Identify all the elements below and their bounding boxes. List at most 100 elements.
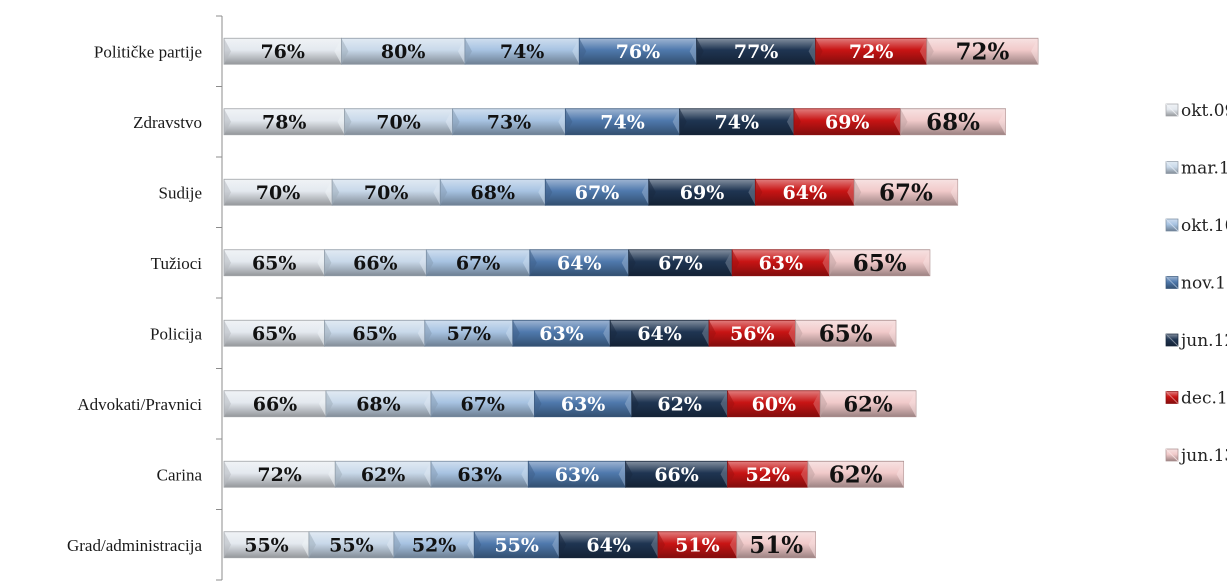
data-label: 57% <box>447 323 492 345</box>
bar-segment <box>807 460 905 488</box>
bar-segment <box>544 178 650 206</box>
bar-segment <box>430 460 529 488</box>
data-label: 68% <box>471 182 516 204</box>
data-label: 63% <box>561 394 606 416</box>
data-label: 65% <box>352 323 397 345</box>
data-label: 65% <box>252 253 297 275</box>
data-label: 76% <box>260 41 305 63</box>
data-label: 65% <box>819 321 873 348</box>
bar-segment <box>926 37 1039 65</box>
legend: okt.09 mar.10 okt.10 nov.11 jun.12 dec.12 jun.… <box>1165 101 1227 466</box>
bar-segment <box>625 460 728 488</box>
bar-segment <box>900 108 1006 136</box>
data-label: 51% <box>749 532 803 559</box>
bar-segment <box>534 390 633 418</box>
bar-segment <box>223 108 345 136</box>
data-label: 69% <box>825 112 870 134</box>
bar-segment <box>815 37 928 65</box>
bar-segment <box>819 390 917 418</box>
data-label: 74% <box>600 112 645 134</box>
bar-segment <box>393 531 475 559</box>
bar-segment <box>223 531 310 559</box>
bar-segment <box>558 531 659 559</box>
bar-segment <box>223 319 325 347</box>
legend-label: okt.10 <box>1181 216 1227 236</box>
data-label: 67% <box>575 182 620 204</box>
data-label: 64% <box>557 253 602 275</box>
bar-segment <box>331 178 441 206</box>
bar-segment <box>708 319 796 347</box>
bar-segment <box>795 319 897 347</box>
data-label: 66% <box>253 394 298 416</box>
bar-segment <box>527 460 626 488</box>
bar-segment <box>223 460 336 488</box>
data-label: 55% <box>494 535 539 557</box>
data-label: 78% <box>262 112 307 134</box>
bar-segment <box>344 108 453 136</box>
bar-segment <box>793 108 901 136</box>
bar-segment <box>754 178 855 206</box>
data-label: 52% <box>745 464 790 486</box>
bar-segment <box>731 249 830 277</box>
bar-segment <box>464 37 580 65</box>
bar-segment <box>578 37 698 65</box>
data-label: 62% <box>657 394 702 416</box>
data-label: 63% <box>555 464 600 486</box>
bar-segment <box>648 178 756 206</box>
bar-segment <box>439 178 546 206</box>
data-label: 74% <box>500 41 545 63</box>
data-label: 77% <box>734 41 779 63</box>
category-label: Tužioci <box>151 254 203 273</box>
data-label: 64% <box>637 323 682 345</box>
data-label: 74% <box>715 112 760 134</box>
bar-segment <box>223 178 333 206</box>
data-label: 80% <box>381 41 426 63</box>
bar-segment <box>853 178 959 206</box>
data-label: 63% <box>457 464 502 486</box>
bar-segment <box>512 319 611 347</box>
bar-segment <box>452 108 566 136</box>
bar-segment <box>323 249 427 277</box>
data-label: 66% <box>654 464 699 486</box>
data-label: 66% <box>353 253 398 275</box>
bar-segment <box>679 108 795 136</box>
data-label: 67% <box>456 253 501 275</box>
bar-segment <box>340 37 466 65</box>
data-label: 65% <box>252 323 297 345</box>
data-label: 67% <box>460 394 505 416</box>
legend-item: nov.11 <box>1165 274 1227 294</box>
bar-segment <box>424 319 514 347</box>
legend-label: nov.11 <box>1181 274 1227 294</box>
data-label: 72% <box>257 464 302 486</box>
data-label: 68% <box>926 109 980 136</box>
data-label: 70% <box>256 182 301 204</box>
legend-item: jun.12 <box>1165 331 1227 351</box>
category-label: Carina <box>157 465 203 484</box>
bar-segment <box>727 390 821 418</box>
data-label: 67% <box>879 180 933 207</box>
legend-label: jun.13 <box>1179 446 1227 466</box>
bar-segment <box>628 249 733 277</box>
bar-segment <box>473 531 560 559</box>
legend-item: okt.10 <box>1165 216 1227 236</box>
legend-item: okt.09 <box>1165 101 1227 121</box>
bar-segment <box>736 531 816 559</box>
bar-segment <box>609 319 710 347</box>
data-label: 52% <box>412 535 457 557</box>
bar-segment <box>325 390 432 418</box>
category-axis: Političke partije Zdravstvo Sudije Tužioci P… <box>67 15 223 581</box>
category-label: Advokati/Pravnici <box>77 395 202 414</box>
bar-segment <box>223 249 325 277</box>
plot-area: 76% 80% 74% 76% 77% 72% 72% 78% 70% 73% 74% 74% 69% 6… <box>223 37 1039 559</box>
data-label: 72% <box>955 39 1009 66</box>
category-label: Sudije <box>159 183 202 202</box>
data-label: 64% <box>783 182 828 204</box>
data-label: 63% <box>759 253 804 275</box>
data-label: 56% <box>730 323 775 345</box>
legend-item: dec.12 <box>1165 389 1227 409</box>
bar-segment <box>657 531 738 559</box>
legend-label: jun.12 <box>1179 331 1227 351</box>
data-label: 72% <box>849 41 894 63</box>
data-label: 62% <box>829 462 883 489</box>
